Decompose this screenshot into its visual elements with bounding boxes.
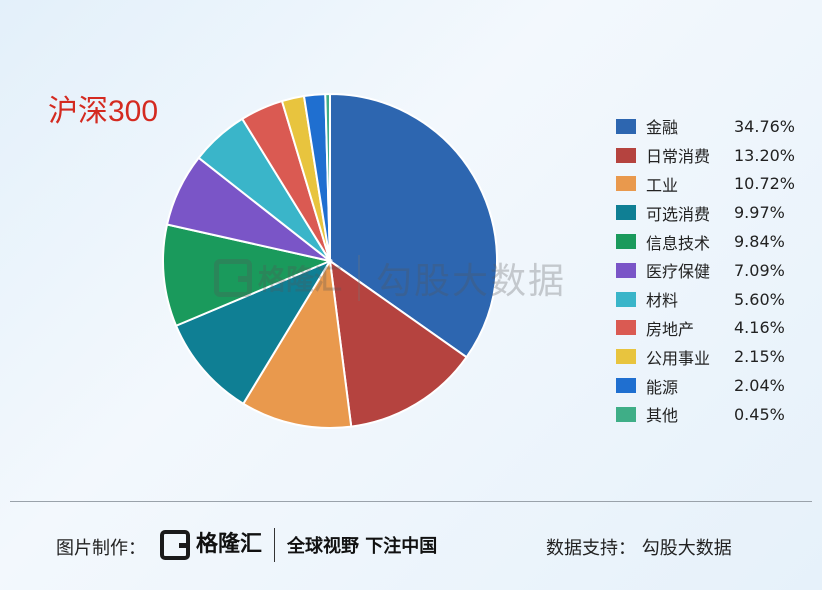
legend-swatch [616, 147, 636, 163]
legend-value: 5.60% [734, 289, 785, 309]
legend-label: 金融 [646, 118, 679, 138]
pie-slice-2 [241, 258, 353, 429]
legend-label: 房地产 [646, 319, 695, 339]
legend-swatch [616, 378, 636, 394]
legend-swatch [616, 205, 636, 221]
made-by-label: 图片制作： [56, 538, 146, 559]
legend-item: 其他 0.45% [616, 400, 795, 429]
legend-item: 能源 2.04% [616, 371, 795, 400]
legend-swatch [616, 262, 636, 278]
legend-label: 可选消费 [646, 204, 711, 224]
pie-slice-0 [329, 92, 498, 359]
logo-brand: 格隆汇 [196, 532, 263, 557]
legend-value: 4.16% [734, 318, 785, 338]
legend-value: 2.15% [734, 347, 785, 367]
logo-separator [274, 528, 276, 562]
footer-divider [10, 501, 812, 502]
legend-swatch [616, 406, 636, 422]
data-support-label: 数据支持： 勾股大数据 [546, 538, 732, 559]
legend-item: 工业 10.72% [616, 170, 795, 199]
pie-slice-1 [328, 258, 468, 428]
legend-value: 7.09% [734, 260, 785, 280]
legend-label: 其他 [646, 406, 679, 426]
legend-item: 可选消费 9.97% [616, 198, 795, 227]
legend-value: 10.72% [734, 174, 796, 194]
legend-label: 信息技术 [646, 233, 711, 253]
legend-item: 医疗保健 7.09% [616, 256, 795, 285]
legend-item: 材料 5.60% [616, 285, 795, 314]
legend-value: 2.04% [734, 376, 785, 396]
legend-label: 材料 [646, 291, 679, 311]
legend-label: 公用事业 [646, 348, 711, 368]
legend-label: 日常消费 [646, 147, 711, 167]
chart-title: 沪深300 [48, 95, 159, 128]
pie-slice-10 [324, 92, 331, 262]
legend-value: 34.76% [734, 116, 796, 136]
legend-swatch [616, 291, 636, 307]
pie-chart [162, 92, 498, 429]
legend: 金融 34.76% 日常消费 13.20% 工业 10.72% 可选消费 9.97% 信息技术 9… [616, 112, 795, 429]
legend-value: 13.20% [734, 145, 796, 165]
legend-value: 9.97% [734, 203, 785, 223]
legend-swatch [616, 234, 636, 250]
legend-label: 医疗保健 [646, 262, 711, 282]
legend-label: 工业 [646, 175, 679, 195]
legend-label: 能源 [646, 377, 679, 397]
legend-item: 信息技术 9.84% [616, 227, 795, 256]
legend-value: 0.45% [734, 404, 785, 424]
legend-item: 金融 34.76% [616, 112, 795, 141]
legend-swatch [616, 349, 636, 365]
legend-item: 日常消费 13.20% [616, 141, 795, 170]
footer-logo: 格隆汇 全球视野 下注中国 [160, 528, 437, 562]
logo-g-icon [160, 530, 190, 560]
legend-value: 9.84% [734, 232, 785, 252]
logo-slogan: 全球视野 下注中国 [287, 536, 438, 557]
pie-slice-3 [174, 258, 333, 406]
legend-item: 公用事业 2.15% [616, 342, 795, 371]
legend-swatch [616, 118, 636, 134]
legend-item: 房地产 4.16% [616, 314, 795, 343]
legend-swatch [616, 320, 636, 336]
legend-swatch [616, 176, 636, 192]
pie-slice-4 [162, 223, 334, 328]
